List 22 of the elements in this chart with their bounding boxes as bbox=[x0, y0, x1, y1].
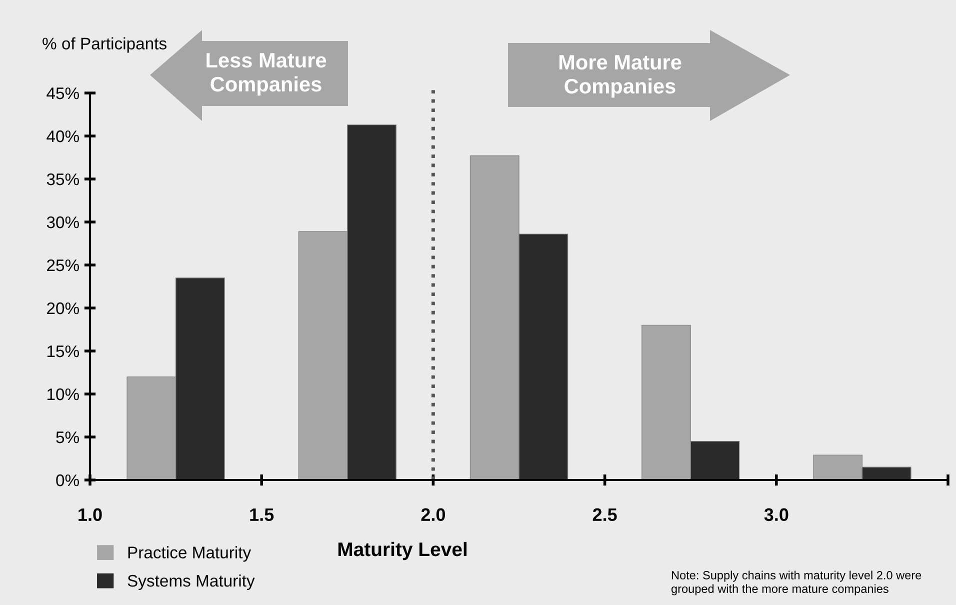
x-axis-title: Maturity Level bbox=[338, 542, 466, 560]
x-tick-label: 1.0 bbox=[78, 508, 102, 522]
y-tick-label: 5% bbox=[56, 431, 79, 444]
text: Note: Supply chains with maturity level 2.0 were grouped with the more mature companies bbox=[671, 570, 922, 596]
y-tick-label: 40% bbox=[46, 130, 79, 142]
y-tick-label: 30% bbox=[46, 216, 79, 228]
y-tick-label: 15% bbox=[47, 345, 79, 358]
x-tick-label: 2.5 bbox=[592, 508, 617, 522]
legend-label: Practice Maturity bbox=[128, 546, 252, 562]
x-tick-label: 2.0 bbox=[421, 508, 446, 522]
x-tick-label: 3.0 bbox=[764, 508, 788, 522]
y-tick-label: 20% bbox=[47, 302, 79, 314]
y-tick-label: 35% bbox=[46, 173, 79, 186]
y-tick-label: 25% bbox=[47, 259, 79, 272]
y-tick-label: 45% bbox=[46, 87, 79, 100]
x-tick-label: 1.5 bbox=[250, 508, 274, 522]
annotation: More Mature Companies bbox=[559, 55, 682, 98]
y-tick-label: 0% bbox=[56, 474, 79, 486]
legend-label: Systems Maturity bbox=[128, 574, 255, 590]
y-tick-label: 10% bbox=[47, 388, 79, 400]
y-axis-title: % of Participants bbox=[42, 37, 166, 53]
annotation: Less Mature Companies bbox=[206, 53, 326, 96]
